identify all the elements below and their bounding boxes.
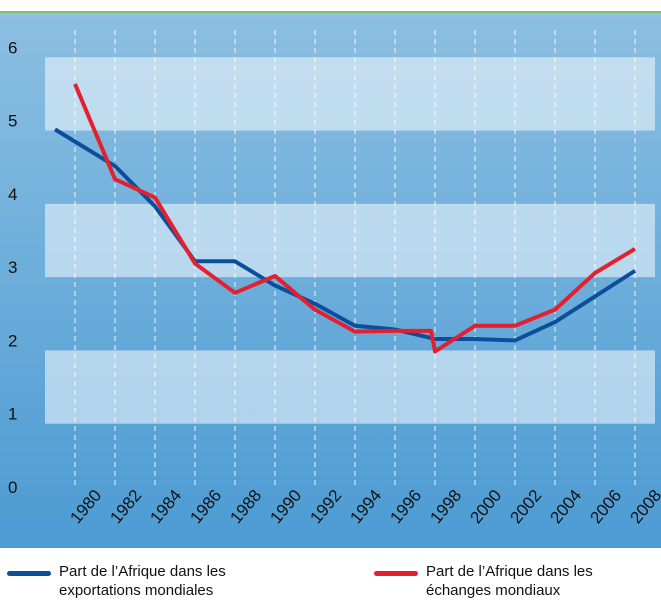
series-line bbox=[53, 127, 637, 343]
grid-band bbox=[45, 350, 655, 424]
legend-item: Part de l’Afrique dans les échanges mond… bbox=[374, 562, 616, 600]
y-tick-label: 2 bbox=[8, 331, 17, 350]
y-tick-label: 1 bbox=[8, 405, 17, 424]
legend-swatch bbox=[374, 571, 418, 576]
grid-band bbox=[45, 57, 655, 131]
legend: Part de l’Afrique dans les exportations … bbox=[0, 556, 661, 603]
series-line bbox=[73, 83, 637, 354]
grid-band bbox=[45, 203, 655, 278]
y-tick-label: 3 bbox=[8, 258, 17, 277]
top-margin bbox=[0, 0, 661, 11]
y-tick-label: 5 bbox=[8, 112, 17, 131]
legend-label: Part de l’Afrique dans les exportations … bbox=[59, 563, 226, 599]
legend-swatch bbox=[7, 571, 51, 576]
y-tick-label: 4 bbox=[8, 185, 17, 204]
legend-label: Part de l’Afrique dans les échanges mond… bbox=[426, 563, 593, 599]
legend-item: Part de l’Afrique dans les exportations … bbox=[7, 562, 249, 600]
top-rule bbox=[0, 11, 661, 13]
y-tick-label: 6 bbox=[8, 38, 17, 57]
y-tick-label: 0 bbox=[8, 478, 17, 497]
